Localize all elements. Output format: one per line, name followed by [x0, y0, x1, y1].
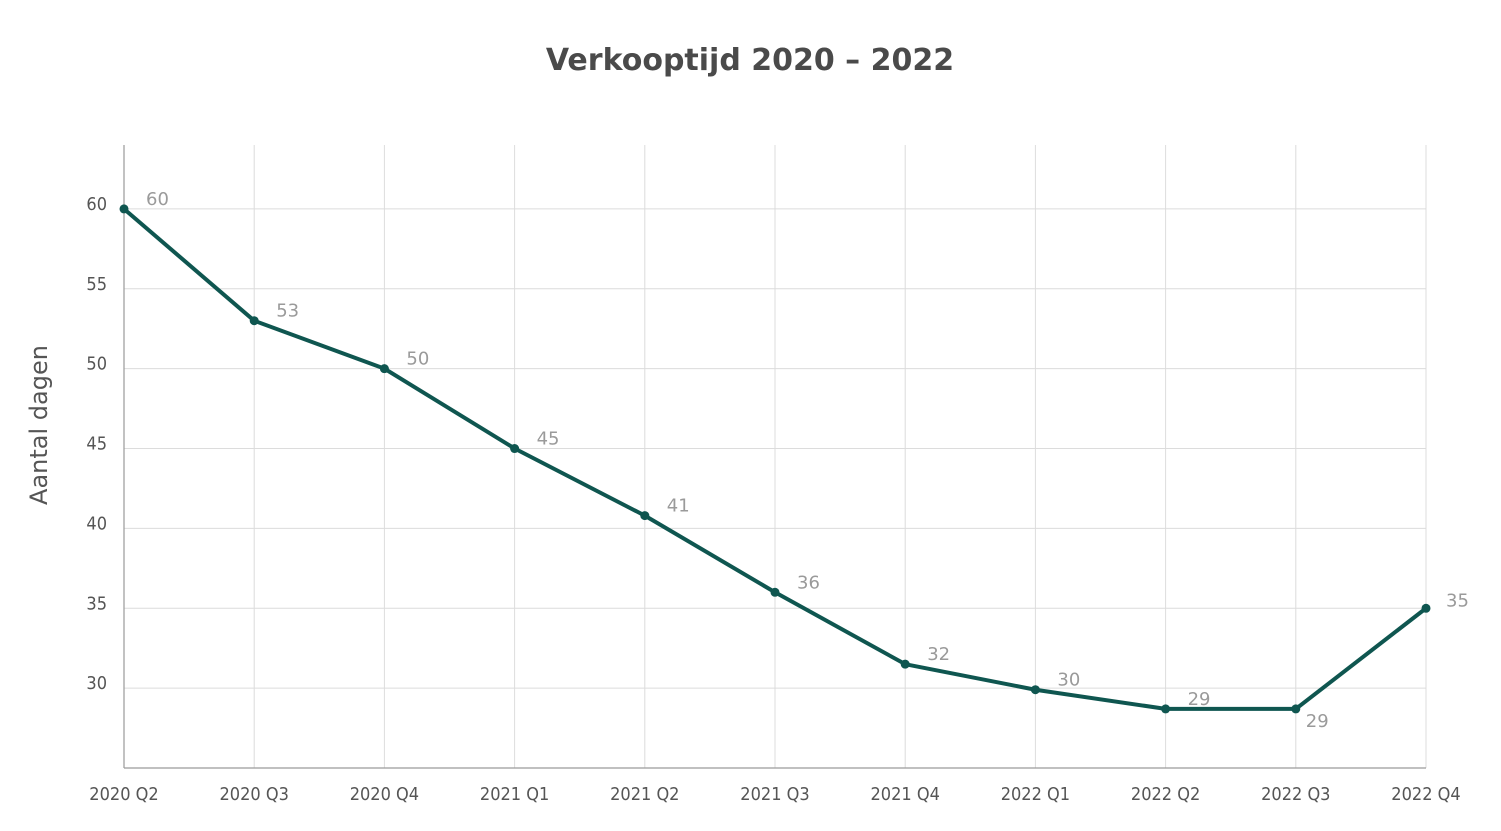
- data-point: [1421, 603, 1431, 613]
- y-tick-label: 40: [86, 513, 107, 534]
- y-tick-label: 50: [86, 354, 107, 375]
- data-point: [379, 364, 389, 374]
- y-tick-label: 55: [86, 274, 107, 295]
- data-point: [1161, 704, 1171, 714]
- data-label: 29: [1188, 689, 1211, 710]
- data-label: 50: [406, 349, 429, 370]
- data-point: [770, 587, 780, 597]
- data-label: 29: [1306, 711, 1329, 732]
- grid: [123, 145, 1427, 768]
- data-label: 30: [1057, 670, 1080, 691]
- data-label: 53: [276, 301, 299, 322]
- series: [119, 204, 1431, 714]
- data-point: [1030, 685, 1040, 695]
- x-tick-label: 2022 Q2: [1131, 784, 1200, 805]
- x-tick-label: 2021 Q3: [740, 784, 809, 805]
- data-point: [900, 659, 910, 669]
- data-label: 36: [797, 572, 820, 593]
- x-tick-label: 2022 Q4: [1391, 784, 1460, 805]
- data-point: [249, 316, 259, 326]
- data-point: [1291, 704, 1301, 714]
- x-tick-label: 2020 Q2: [89, 784, 158, 805]
- y-tick-label: 45: [86, 434, 107, 455]
- x-tick-label: 2021 Q2: [610, 784, 679, 805]
- y-axis-label: Aantal dagen: [25, 345, 53, 505]
- x-tick-label: 2020 Q3: [220, 784, 289, 805]
- data-point: [510, 444, 520, 454]
- y-tick-label: 30: [86, 673, 107, 694]
- x-tick-label: 2021 Q1: [480, 784, 549, 805]
- data-label: 45: [537, 429, 560, 450]
- data-label: 32: [927, 644, 950, 665]
- data-labels: 60 53 50 45 41 36 32 30 29 29 35: [146, 189, 1469, 732]
- y-tick-label: 35: [86, 593, 107, 614]
- data-point: [640, 511, 650, 521]
- data-label: 41: [667, 496, 690, 517]
- y-tick-label: 60: [86, 194, 107, 215]
- x-tick-label: 2020 Q4: [350, 784, 419, 805]
- x-tick-label: 2022 Q3: [1261, 784, 1330, 805]
- data-label: 35: [1446, 590, 1469, 611]
- data-point: [119, 204, 129, 214]
- data-label: 60: [146, 189, 169, 210]
- axes: 30 35 40 45 50 55 60 2020 Q2 2020 Q3 2020 Q4 2021 …: [86, 145, 1461, 805]
- chart-title: Verkooptijd 2020 – 2022: [546, 43, 954, 78]
- x-tick-label: 2022 Q1: [1001, 784, 1070, 805]
- x-tick-label: 2021 Q4: [871, 784, 940, 805]
